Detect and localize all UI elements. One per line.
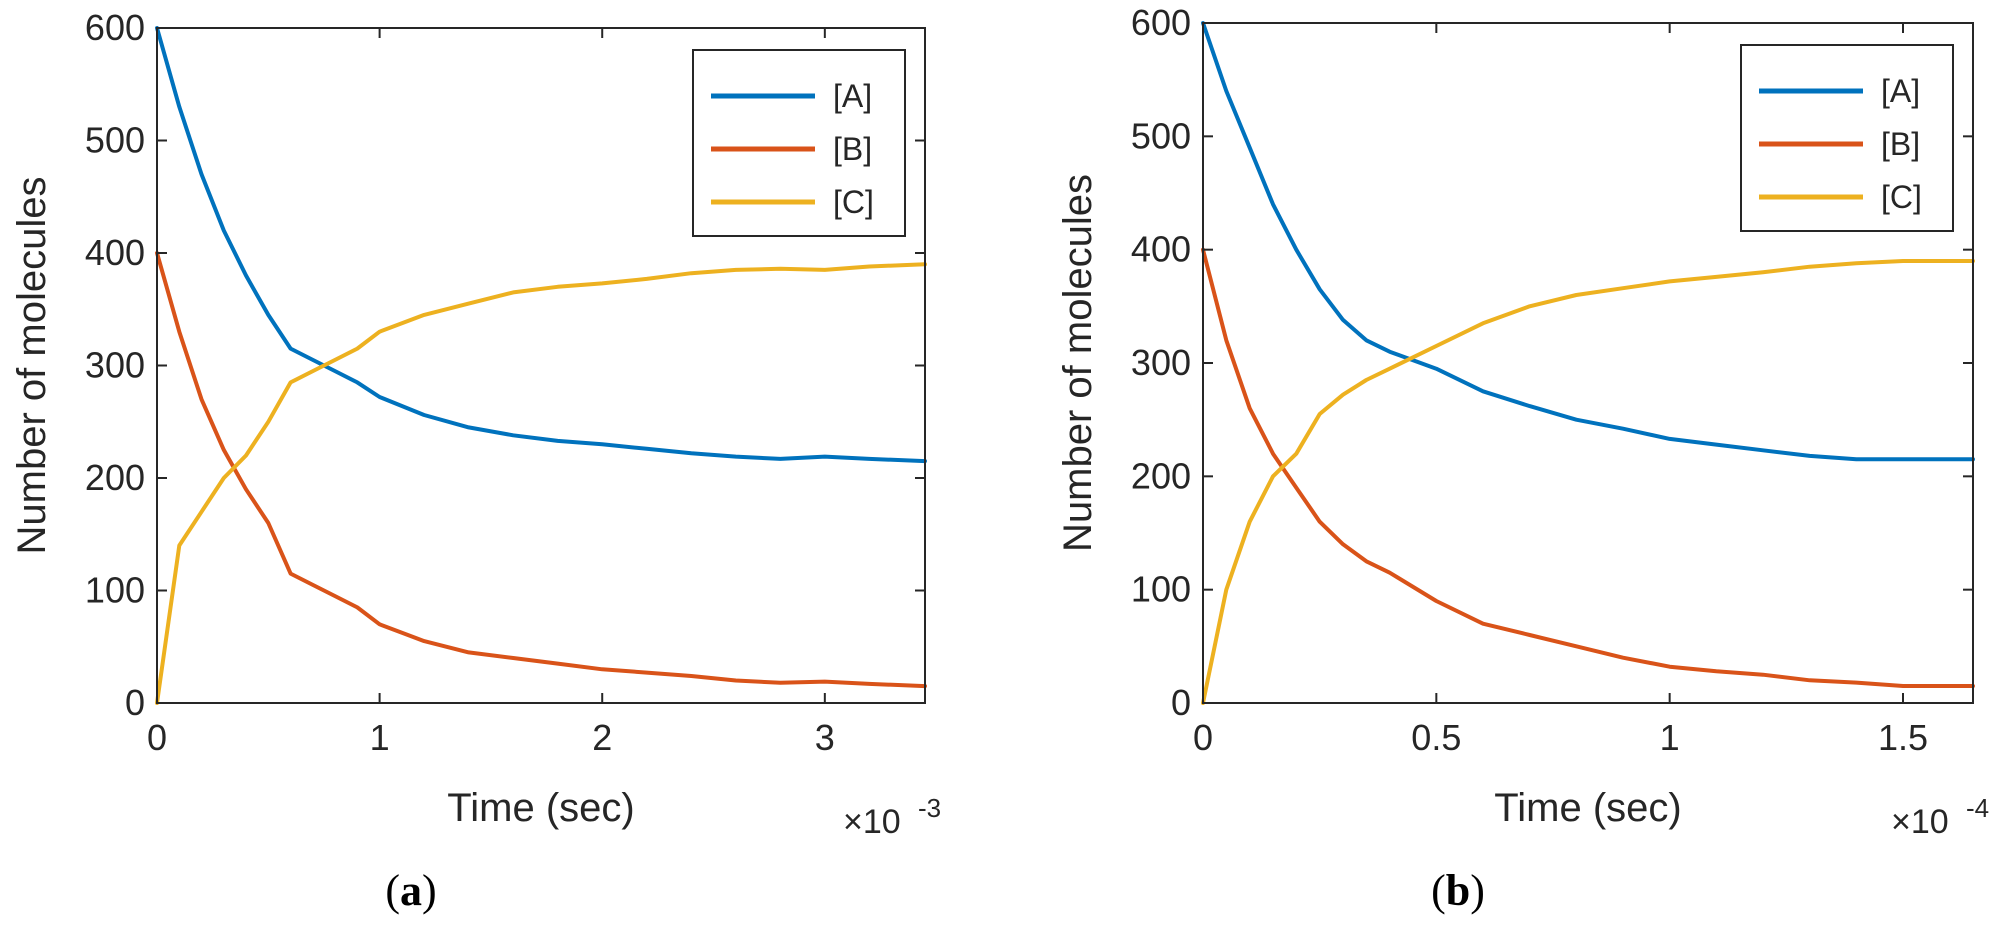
x-exponent-multiplier: ×10	[843, 803, 901, 841]
x-tick-label: 1	[370, 717, 390, 758]
x-tick-label: 3	[815, 717, 835, 758]
chart-panel-a: 0 1 2 3 0 100 200 300 400 500 600 Time (sec) Number …	[10, 7, 941, 915]
x-exponent-power: -4	[1966, 793, 1989, 823]
y-tick-label: 300	[85, 345, 145, 386]
y-tick-label: 300	[1131, 342, 1191, 383]
legend-label: [A]	[1881, 73, 1920, 109]
chart-panel-b: 0 0.5 1 1.5 0 100 200 300 400 500 600 Time (sec) Num…	[1056, 2, 1989, 915]
y-tick-label: 0	[1171, 682, 1191, 723]
x-tick-label: 0	[1193, 717, 1213, 758]
y-axis-label: Number of molecules	[10, 177, 54, 555]
legend-label: [B]	[833, 131, 872, 167]
y-tick-label: 200	[1131, 455, 1191, 496]
series-line-b	[1201, 247, 1975, 688]
x-tick-label: 0	[147, 717, 167, 758]
y-tick-label: 400	[85, 232, 145, 273]
x-exponent-multiplier: ×10	[1891, 803, 1949, 841]
y-tick-label: 600	[1131, 2, 1191, 43]
x-tick-label: 2	[592, 717, 612, 758]
panel-caption-letter: b	[1446, 866, 1470, 915]
legend-label: [B]	[1881, 126, 1920, 162]
panel-caption: (b)	[1431, 866, 1485, 915]
x-axis-label: Time (sec)	[447, 786, 634, 830]
x-tick-label: 1.5	[1878, 717, 1928, 758]
y-tick-label: 500	[85, 120, 145, 161]
panel-caption: (a)	[385, 866, 436, 915]
legend-label: [C]	[833, 184, 874, 220]
series-line-a	[155, 26, 927, 464]
x-axis-label: Time (sec)	[1494, 786, 1681, 830]
series-line-b	[155, 251, 927, 689]
legend-box	[692, 49, 906, 237]
y-tick-label: 400	[1131, 229, 1191, 270]
legend-box	[1740, 44, 1954, 232]
legend-label: [C]	[1881, 179, 1922, 215]
y-axis-label: Number of molecules	[1056, 174, 1100, 552]
y-tick-label: 100	[85, 570, 145, 611]
series-line-a	[1201, 21, 1975, 462]
y-tick-label: 0	[125, 682, 145, 723]
y-tick-label: 100	[1131, 569, 1191, 610]
y-tick-label: 200	[85, 457, 145, 498]
y-tick-label: 500	[1131, 115, 1191, 156]
y-tick-label: 600	[85, 7, 145, 48]
series-line-c	[1201, 259, 1975, 705]
x-tick-label: 1	[1660, 717, 1680, 758]
x-exponent-power: -3	[918, 793, 941, 823]
panel-caption-letter: a	[400, 866, 422, 915]
legend-label: [A]	[833, 78, 872, 114]
x-tick-label: 0.5	[1411, 717, 1461, 758]
series-line-c	[155, 262, 927, 705]
